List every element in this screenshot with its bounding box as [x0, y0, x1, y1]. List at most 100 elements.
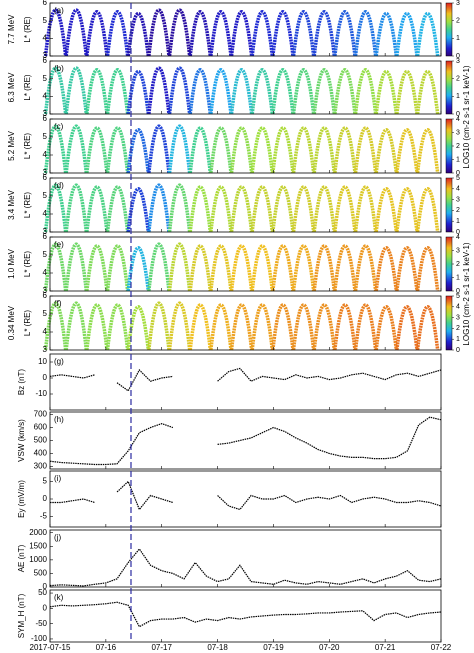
orbit-pass — [291, 68, 316, 115]
y-axis-label: L* (RE) — [23, 192, 32, 219]
y-tick-label: 0 — [43, 582, 48, 591]
y-tick-label: 0 — [43, 494, 48, 503]
colorbar-tick-label: 1 — [456, 35, 460, 42]
y-tick-label: 50 — [38, 588, 47, 597]
x-tick-label: 07-22 — [431, 643, 452, 652]
orbit-pass — [415, 305, 440, 351]
orbit-pass — [415, 246, 440, 292]
orbit-pass — [43, 242, 68, 292]
orbit-pass — [250, 68, 275, 115]
orbit-pass — [229, 68, 254, 115]
orbit-pass — [64, 301, 89, 351]
orbit-pass — [271, 303, 295, 351]
y-tick-label: 4 — [43, 268, 48, 277]
panel-label: (f) — [54, 299, 62, 308]
y-axis-label: L* (RE) — [23, 133, 32, 160]
orbit-pass — [415, 70, 440, 115]
panel-label: (e) — [54, 240, 64, 249]
panel-frame — [49, 411, 442, 470]
orbit-pass — [85, 10, 109, 57]
y-tick-label: 500 — [34, 436, 48, 445]
y-tick-label: -5 — [40, 512, 48, 521]
orbit-pass — [333, 126, 357, 174]
orbit-pass — [333, 303, 357, 351]
colorbar-tick-label: 5 — [456, 293, 460, 300]
orbit-pass — [64, 242, 89, 292]
y-tick-label: 2000 — [29, 528, 47, 537]
y-tick-label: 6 — [43, 0, 48, 7]
orbit-pass — [374, 246, 399, 292]
colorbar-tick-label: 1 — [456, 336, 460, 343]
y-tick-label: 6 — [43, 56, 48, 65]
y-tick-label: -100 — [31, 634, 48, 643]
colorbar-tick-label: 1 — [456, 218, 460, 225]
orbit-pass — [43, 8, 68, 57]
colorbar-tick-label: 2 — [456, 207, 460, 214]
panel-label: (i) — [54, 474, 61, 483]
orbit-pass — [105, 185, 130, 233]
colorbar-tick-label: 2 — [456, 76, 460, 83]
orbit-pass — [271, 10, 295, 57]
orbit-pass — [105, 10, 130, 57]
orbit-pass — [271, 68, 295, 115]
orbit-pass — [353, 68, 378, 115]
orbit-pass — [105, 303, 130, 351]
y-tick-label: 4 — [43, 91, 48, 100]
y-tick-label: 5 — [43, 16, 48, 25]
colorbar-tick-label: 1 — [456, 156, 460, 163]
orbit-pass — [353, 126, 378, 174]
panel-frame — [49, 60, 442, 115]
y-tick-label: 3 — [43, 286, 48, 295]
panel-frame — [49, 236, 442, 292]
y-axis-label: Bz (nT) — [17, 369, 26, 396]
panel-label: (b) — [54, 64, 64, 73]
orbit-pass — [209, 185, 233, 233]
orbit-pass — [209, 126, 233, 174]
orbit-pass — [353, 10, 378, 57]
colorbar — [445, 177, 453, 233]
orbit-pass — [291, 303, 316, 351]
colorbar-tick-label: 4 — [456, 234, 460, 241]
orbit-pass — [85, 126, 109, 174]
orbit-pass — [167, 301, 192, 351]
orbit-pass — [312, 10, 337, 57]
colorbar — [445, 236, 453, 292]
orbit-pass — [85, 244, 109, 292]
orbit-pass — [250, 303, 275, 351]
data-line — [49, 601, 442, 628]
orbit-pass — [291, 244, 316, 292]
y-tick-label: 6 — [43, 232, 48, 241]
y-tick-label: 0 — [43, 603, 48, 612]
orbit-pass — [147, 301, 171, 351]
y-tick-label: 4 — [43, 33, 48, 42]
orbit-pass — [229, 303, 254, 351]
y-tick-label: 4 — [43, 209, 48, 218]
colorbar-tick-label: 2 — [456, 18, 460, 25]
y-tick-label: 400 — [34, 449, 48, 458]
y-tick-label: 3 — [43, 109, 48, 118]
orbit-pass — [105, 244, 130, 292]
orbit-pass — [105, 126, 130, 174]
orbit-pass — [312, 68, 337, 115]
y-tick-label: 5 — [43, 191, 48, 200]
colorbar — [445, 118, 453, 174]
orbit-pass — [85, 303, 109, 351]
orbit-pass — [415, 12, 440, 57]
y-tick-label: 600 — [34, 423, 48, 432]
orbit-pass — [85, 185, 109, 233]
orbit-pass — [353, 303, 378, 351]
panel-label: (k) — [54, 593, 64, 602]
y-axis-label: VSW (km/s) — [17, 419, 26, 462]
colorbar-tick-label: 0 — [456, 111, 460, 118]
orbit-pass — [147, 8, 171, 57]
orbit-pass — [333, 10, 357, 57]
orbit-pass — [415, 187, 440, 233]
x-tick-label: 07-18 — [207, 643, 228, 652]
orbit-pass — [147, 242, 171, 292]
y-tick-label: -50 — [35, 619, 47, 628]
orbit-pass — [374, 187, 399, 233]
orbit-pass — [188, 244, 213, 292]
colorbar-tick-label: 3 — [456, 247, 460, 254]
colorbar-label: LOG10 (cm-2 s-1 sr-1 keV-1) — [462, 242, 471, 345]
